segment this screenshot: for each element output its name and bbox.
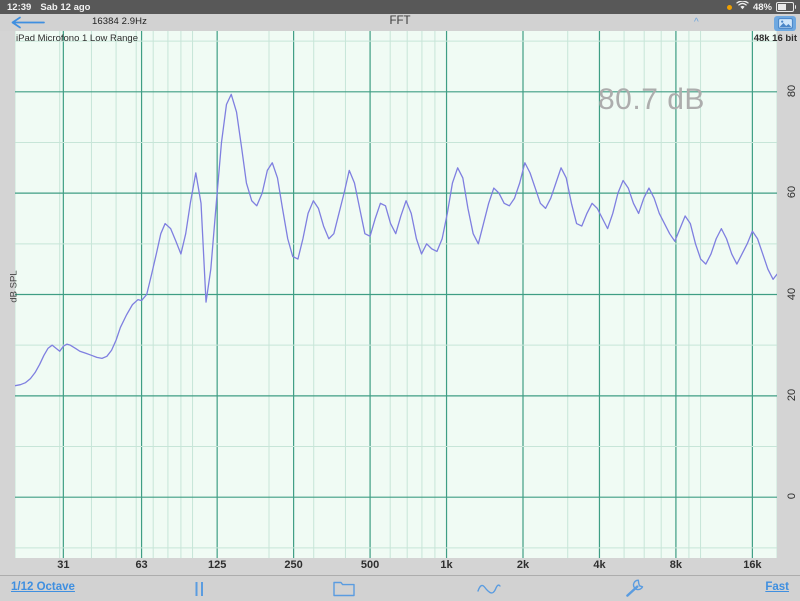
app-title-bar: 16384 2.9Hz FFT ^ bbox=[0, 14, 800, 32]
fft-plot[interactable] bbox=[15, 31, 777, 558]
chart-area: iPad Microfono 1 Low Range 48k 16 bit 80… bbox=[0, 31, 800, 575]
clock-time: 12:39 bbox=[7, 1, 32, 13]
spl-readout: 80.7 dB bbox=[598, 83, 705, 116]
page-title: FFT bbox=[389, 15, 411, 27]
plot-grid bbox=[15, 31, 777, 558]
y-axis-tick-labels: 80 60 40 20 0 bbox=[779, 31, 800, 558]
ios-status-bar: 12:39 Sab 12 ago 48% bbox=[0, 0, 800, 14]
orange-dot-icon bbox=[726, 4, 732, 10]
bottom-toolbar: 1/12 Octave Fast bbox=[0, 575, 800, 601]
y-tick-label: 0 bbox=[786, 493, 798, 500]
y-tick-label: 20 bbox=[786, 388, 798, 401]
x-tick-label: 500 bbox=[360, 559, 380, 571]
status-bar-right: 48% bbox=[726, 0, 800, 13]
y-tick-label: 40 bbox=[786, 287, 798, 300]
x-tick-label: 250 bbox=[284, 559, 303, 571]
x-tick-label: 2k bbox=[516, 559, 530, 571]
caret-up-icon[interactable]: ^ bbox=[694, 17, 699, 28]
audio-source-label: iPad Microfono 1 Low Range bbox=[16, 33, 138, 44]
y-tick-label: 80 bbox=[786, 84, 798, 97]
waveform-icon[interactable] bbox=[472, 579, 506, 598]
x-tick-label: 8k bbox=[669, 559, 683, 571]
wrench-settings-icon[interactable] bbox=[618, 579, 652, 598]
battery-percent-label: 48% bbox=[752, 1, 772, 13]
x-tick-label: 31 bbox=[57, 559, 70, 571]
x-tick-label: 1k bbox=[440, 559, 453, 571]
battery-icon bbox=[776, 2, 796, 12]
back-arrow-icon[interactable] bbox=[11, 16, 45, 29]
audio-format-label: 48k 16 bit bbox=[753, 33, 797, 44]
octave-resolution-button[interactable]: 1/12 Octave bbox=[11, 581, 75, 593]
share-image-icon[interactable] bbox=[774, 15, 796, 31]
folder-icon[interactable] bbox=[327, 579, 361, 598]
spl-trace bbox=[15, 93, 777, 387]
y-tick-label: 60 bbox=[786, 186, 798, 199]
status-bar-left: 12:39 Sab 12 ago bbox=[0, 2, 90, 13]
averaging-speed-button[interactable]: Fast bbox=[765, 581, 789, 593]
pause-icon[interactable] bbox=[182, 579, 216, 598]
fft-resolution-label: 16384 2.9Hz bbox=[92, 16, 147, 27]
x-tick-label: 125 bbox=[207, 559, 227, 571]
y-axis-title: dB SPL bbox=[8, 270, 20, 303]
x-axis-tick-labels: 31 63 125 250 500 1k 2k 4k 8k 16k bbox=[15, 559, 777, 575]
x-tick-label: 4k bbox=[593, 559, 606, 571]
status-date-label: Sab 12 ago bbox=[40, 1, 91, 13]
x-tick-label: 16k bbox=[743, 559, 762, 571]
x-tick-label: 63 bbox=[135, 559, 148, 571]
wifi-icon bbox=[736, 0, 749, 13]
